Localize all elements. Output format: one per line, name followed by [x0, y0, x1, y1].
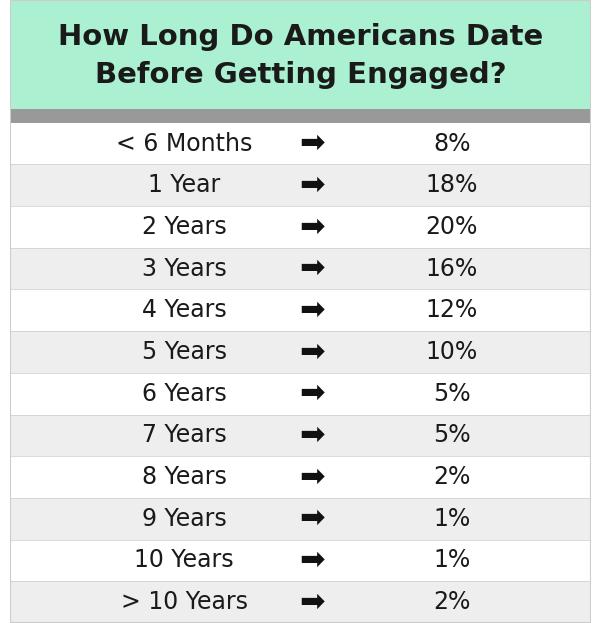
Text: 1 Year: 1 Year — [148, 173, 221, 197]
FancyBboxPatch shape — [10, 373, 591, 414]
Text: 20%: 20% — [426, 215, 478, 239]
FancyBboxPatch shape — [10, 498, 591, 540]
Text: > 10 Years: > 10 Years — [121, 590, 248, 614]
Text: ➡: ➡ — [299, 254, 325, 283]
Text: ➡: ➡ — [299, 463, 325, 492]
Text: 10%: 10% — [426, 340, 478, 364]
Text: 1%: 1% — [433, 506, 471, 531]
Text: 18%: 18% — [426, 173, 478, 197]
Text: 2%: 2% — [433, 590, 471, 614]
Text: 4 Years: 4 Years — [142, 298, 227, 322]
Text: ➡: ➡ — [299, 296, 325, 325]
Text: 2 Years: 2 Years — [142, 215, 227, 239]
FancyBboxPatch shape — [10, 414, 591, 456]
Text: 8%: 8% — [433, 131, 471, 156]
Text: 5%: 5% — [433, 382, 471, 406]
FancyBboxPatch shape — [10, 206, 591, 248]
Text: ➡: ➡ — [299, 546, 325, 575]
Text: ➡: ➡ — [299, 212, 325, 242]
FancyBboxPatch shape — [10, 581, 591, 623]
FancyBboxPatch shape — [10, 0, 591, 109]
Text: ➡: ➡ — [299, 504, 325, 533]
Text: 5 Years: 5 Years — [142, 340, 227, 364]
Text: 12%: 12% — [426, 298, 478, 322]
Text: Before Getting Engaged?: Before Getting Engaged? — [95, 61, 506, 89]
FancyBboxPatch shape — [10, 331, 591, 373]
FancyBboxPatch shape — [10, 248, 591, 290]
Text: ➡: ➡ — [299, 379, 325, 408]
FancyBboxPatch shape — [10, 456, 591, 498]
Text: < 6 Months: < 6 Months — [116, 131, 252, 156]
Text: ➡: ➡ — [299, 587, 325, 617]
Text: 9 Years: 9 Years — [142, 506, 227, 531]
Text: 7 Years: 7 Years — [142, 424, 227, 447]
Text: 5%: 5% — [433, 424, 471, 447]
Text: 2%: 2% — [433, 465, 471, 489]
Text: ➡: ➡ — [299, 421, 325, 450]
FancyBboxPatch shape — [10, 123, 591, 164]
Text: 10 Years: 10 Years — [135, 548, 234, 573]
Text: 16%: 16% — [426, 257, 478, 280]
Text: How Long Do Americans Date: How Long Do Americans Date — [58, 23, 543, 51]
Text: 3 Years: 3 Years — [142, 257, 227, 280]
Text: 8 Years: 8 Years — [142, 465, 227, 489]
Text: 1%: 1% — [433, 548, 471, 573]
FancyBboxPatch shape — [10, 290, 591, 331]
Text: ➡: ➡ — [299, 338, 325, 366]
FancyBboxPatch shape — [10, 540, 591, 581]
Text: 6 Years: 6 Years — [142, 382, 227, 406]
Text: ➡: ➡ — [299, 171, 325, 200]
FancyBboxPatch shape — [10, 164, 591, 206]
FancyBboxPatch shape — [10, 109, 591, 123]
Text: ➡: ➡ — [299, 129, 325, 158]
